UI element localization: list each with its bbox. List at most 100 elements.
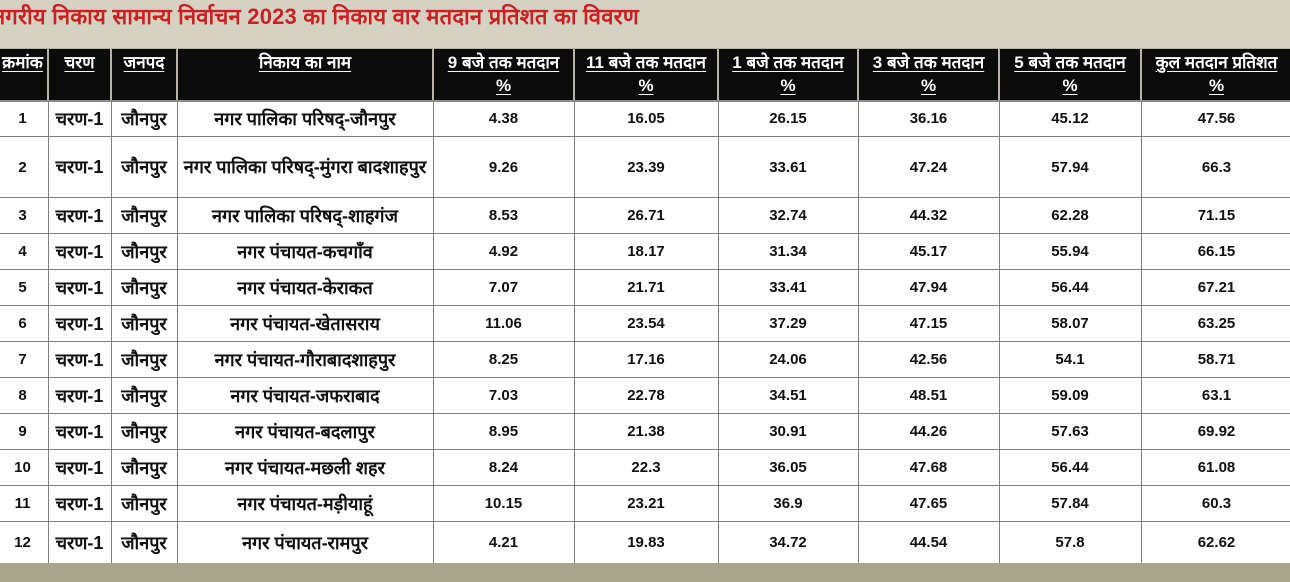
col-header-poll-9am: 9 बजे तक मतदान% — [432, 48, 575, 102]
table-row: 11 चरण-1 जौनपुर नगर पंचायत-मड़ीयाहूं 10.… — [0, 485, 1290, 522]
cell-serial: 5 — [0, 269, 49, 306]
cell-phase: चरण-1 — [47, 485, 112, 522]
cell-poll-11am: 17.16 — [573, 341, 719, 378]
cell-body-name: नगर पालिका परिषद्-शाहगंज — [176, 197, 434, 234]
cell-poll-9am: 8.95 — [432, 413, 575, 450]
table-row: 5 चरण-1 जौनपुर नगर पंचायत-केराकत 7.07 21… — [0, 269, 1290, 306]
table-row: 2 चरण-1 जौनपुर नगर पालिका परिषद्-मुंगरा … — [0, 136, 1290, 198]
cell-poll-5pm: 57.94 — [998, 136, 1142, 198]
cell-phase: चरण-1 — [47, 197, 112, 234]
cell-poll-9am: 9.26 — [432, 136, 575, 198]
cell-district: जौनपुर — [110, 197, 178, 234]
cell-body-name: नगर पंचायत-कचगाँव — [176, 233, 434, 270]
cell-poll-1pm: 37.29 — [717, 305, 859, 342]
cell-poll-3pm: 45.17 — [857, 233, 1000, 270]
cell-poll-3pm: 47.24 — [857, 136, 1000, 198]
cell-poll-11am: 23.21 — [573, 485, 719, 522]
cell-total-percent: 71.15 — [1140, 197, 1290, 234]
cell-district: जौनपुर — [110, 377, 178, 414]
table-row: 4 चरण-1 जौनपुर नगर पंचायत-कचगाँव 4.92 18… — [0, 233, 1290, 270]
col-header-body-name: निकाय का नाम — [176, 48, 434, 102]
cell-poll-11am: 21.38 — [573, 413, 719, 450]
cell-poll-3pm: 44.54 — [857, 521, 1000, 564]
cell-serial: 2 — [0, 136, 49, 198]
cell-phase: चरण-1 — [47, 100, 112, 137]
table-header-row: क्रमांक चरण जनपद निकाय का नाम 9 बजे तक म… — [0, 48, 1290, 102]
col-header-poll-1pm: 1 बजे तक मतदान% — [717, 48, 859, 102]
cell-body-name: नगर पंचायत-केराकत — [176, 269, 434, 306]
cell-poll-1pm: 36.05 — [717, 449, 859, 486]
cell-poll-11am: 18.17 — [573, 233, 719, 270]
cell-poll-3pm: 42.56 — [857, 341, 1000, 378]
cell-poll-9am: 8.53 — [432, 197, 575, 234]
cell-phase: चरण-1 — [47, 341, 112, 378]
cell-poll-3pm: 44.32 — [857, 197, 1000, 234]
cell-serial: 12 — [0, 521, 49, 564]
col-header-poll-5pm: 5 बजे तक मतदान% — [998, 48, 1142, 102]
cell-poll-9am: 8.25 — [432, 341, 575, 378]
cell-total-percent: 63.1 — [1140, 377, 1290, 414]
cell-poll-3pm: 48.51 — [857, 377, 1000, 414]
cell-serial: 4 — [0, 233, 49, 270]
cell-poll-3pm: 47.65 — [857, 485, 1000, 522]
cell-poll-1pm: 34.51 — [717, 377, 859, 414]
cell-body-name: नगर पंचायत-मड़ीयाहूं — [176, 485, 434, 522]
cell-serial: 3 — [0, 197, 49, 234]
cell-poll-1pm: 30.91 — [717, 413, 859, 450]
col-header-serial: क्रमांक — [0, 48, 49, 102]
cell-poll-9am: 4.21 — [432, 521, 575, 564]
cell-poll-3pm: 44.26 — [857, 413, 1000, 450]
col-header-phase: चरण — [47, 48, 112, 102]
cell-total-percent: 60.3 — [1140, 485, 1290, 522]
cell-poll-3pm: 36.16 — [857, 100, 1000, 137]
cell-poll-5pm: 55.94 — [998, 233, 1142, 270]
voting-percentage-table: क्रमांक चरण जनपद निकाय का नाम 9 बजे तक म… — [0, 48, 1290, 564]
cell-poll-3pm: 47.68 — [857, 449, 1000, 486]
cell-body-name: नगर पालिका परिषद्-मुंगरा बादशाहपुर — [176, 136, 434, 198]
cell-district: जौनपुर — [110, 485, 178, 522]
cell-poll-11am: 23.54 — [573, 305, 719, 342]
cell-serial: 9 — [0, 413, 49, 450]
cell-poll-1pm: 31.34 — [717, 233, 859, 270]
cell-serial: 11 — [0, 485, 49, 522]
cell-body-name: नगर पालिका परिषद्-जौनपुर — [176, 100, 434, 137]
cell-body-name: नगर पंचायत-जफराबाद — [176, 377, 434, 414]
cell-poll-11am: 19.83 — [573, 521, 719, 564]
cell-poll-5pm: 57.84 — [998, 485, 1142, 522]
cell-poll-1pm: 34.72 — [717, 521, 859, 564]
col-header-district: जनपद — [110, 48, 178, 102]
table-row: 7 चरण-1 जौनपुर नगर पंचायत-गौराबादशाहपुर … — [0, 341, 1290, 378]
cell-total-percent: 61.08 — [1140, 449, 1290, 486]
cell-total-percent: 67.21 — [1140, 269, 1290, 306]
cell-phase: चरण-1 — [47, 136, 112, 198]
cell-poll-5pm: 45.12 — [998, 100, 1142, 137]
cell-district: जौनपुर — [110, 100, 178, 137]
cell-district: जौनपुर — [110, 413, 178, 450]
cell-poll-11am: 26.71 — [573, 197, 719, 234]
cell-serial: 6 — [0, 305, 49, 342]
cell-poll-9am: 4.92 — [432, 233, 575, 270]
cell-total-percent: 58.71 — [1140, 341, 1290, 378]
cell-body-name: नगर पंचायत-मछली शहर — [176, 449, 434, 486]
cell-district: जौनपुर — [110, 136, 178, 198]
cell-poll-9am: 7.03 — [432, 377, 575, 414]
cell-poll-1pm: 32.74 — [717, 197, 859, 234]
cell-poll-1pm: 24.06 — [717, 341, 859, 378]
cell-poll-1pm: 36.9 — [717, 485, 859, 522]
cell-body-name: नगर पंचायत-रामपुर — [176, 521, 434, 564]
cell-poll-11am: 21.71 — [573, 269, 719, 306]
cell-total-percent: 63.25 — [1140, 305, 1290, 342]
cell-district: जौनपुर — [110, 233, 178, 270]
cell-district: जौनपुर — [110, 521, 178, 564]
table-row: 8 चरण-1 जौनपुर नगर पंचायत-जफराबाद 7.03 2… — [0, 377, 1290, 414]
cell-phase: चरण-1 — [47, 521, 112, 564]
table-row: 3 चरण-1 जौनपुर नगर पालिका परिषद्-शाहगंज … — [0, 197, 1290, 234]
table-row: 12 चरण-1 जौनपुर नगर पंचायत-रामपुर 4.21 1… — [0, 521, 1290, 564]
cell-poll-11am: 22.3 — [573, 449, 719, 486]
cell-serial: 8 — [0, 377, 49, 414]
cell-district: जौनपुर — [110, 449, 178, 486]
cell-poll-1pm: 26.15 — [717, 100, 859, 137]
page-title: नगरीय निकाय सामान्य निर्वाचन 2023 का निक… — [0, 4, 639, 29]
table-row: 1 चरण-1 जौनपुर नगर पालिका परिषद्-जौनपुर … — [0, 100, 1290, 137]
